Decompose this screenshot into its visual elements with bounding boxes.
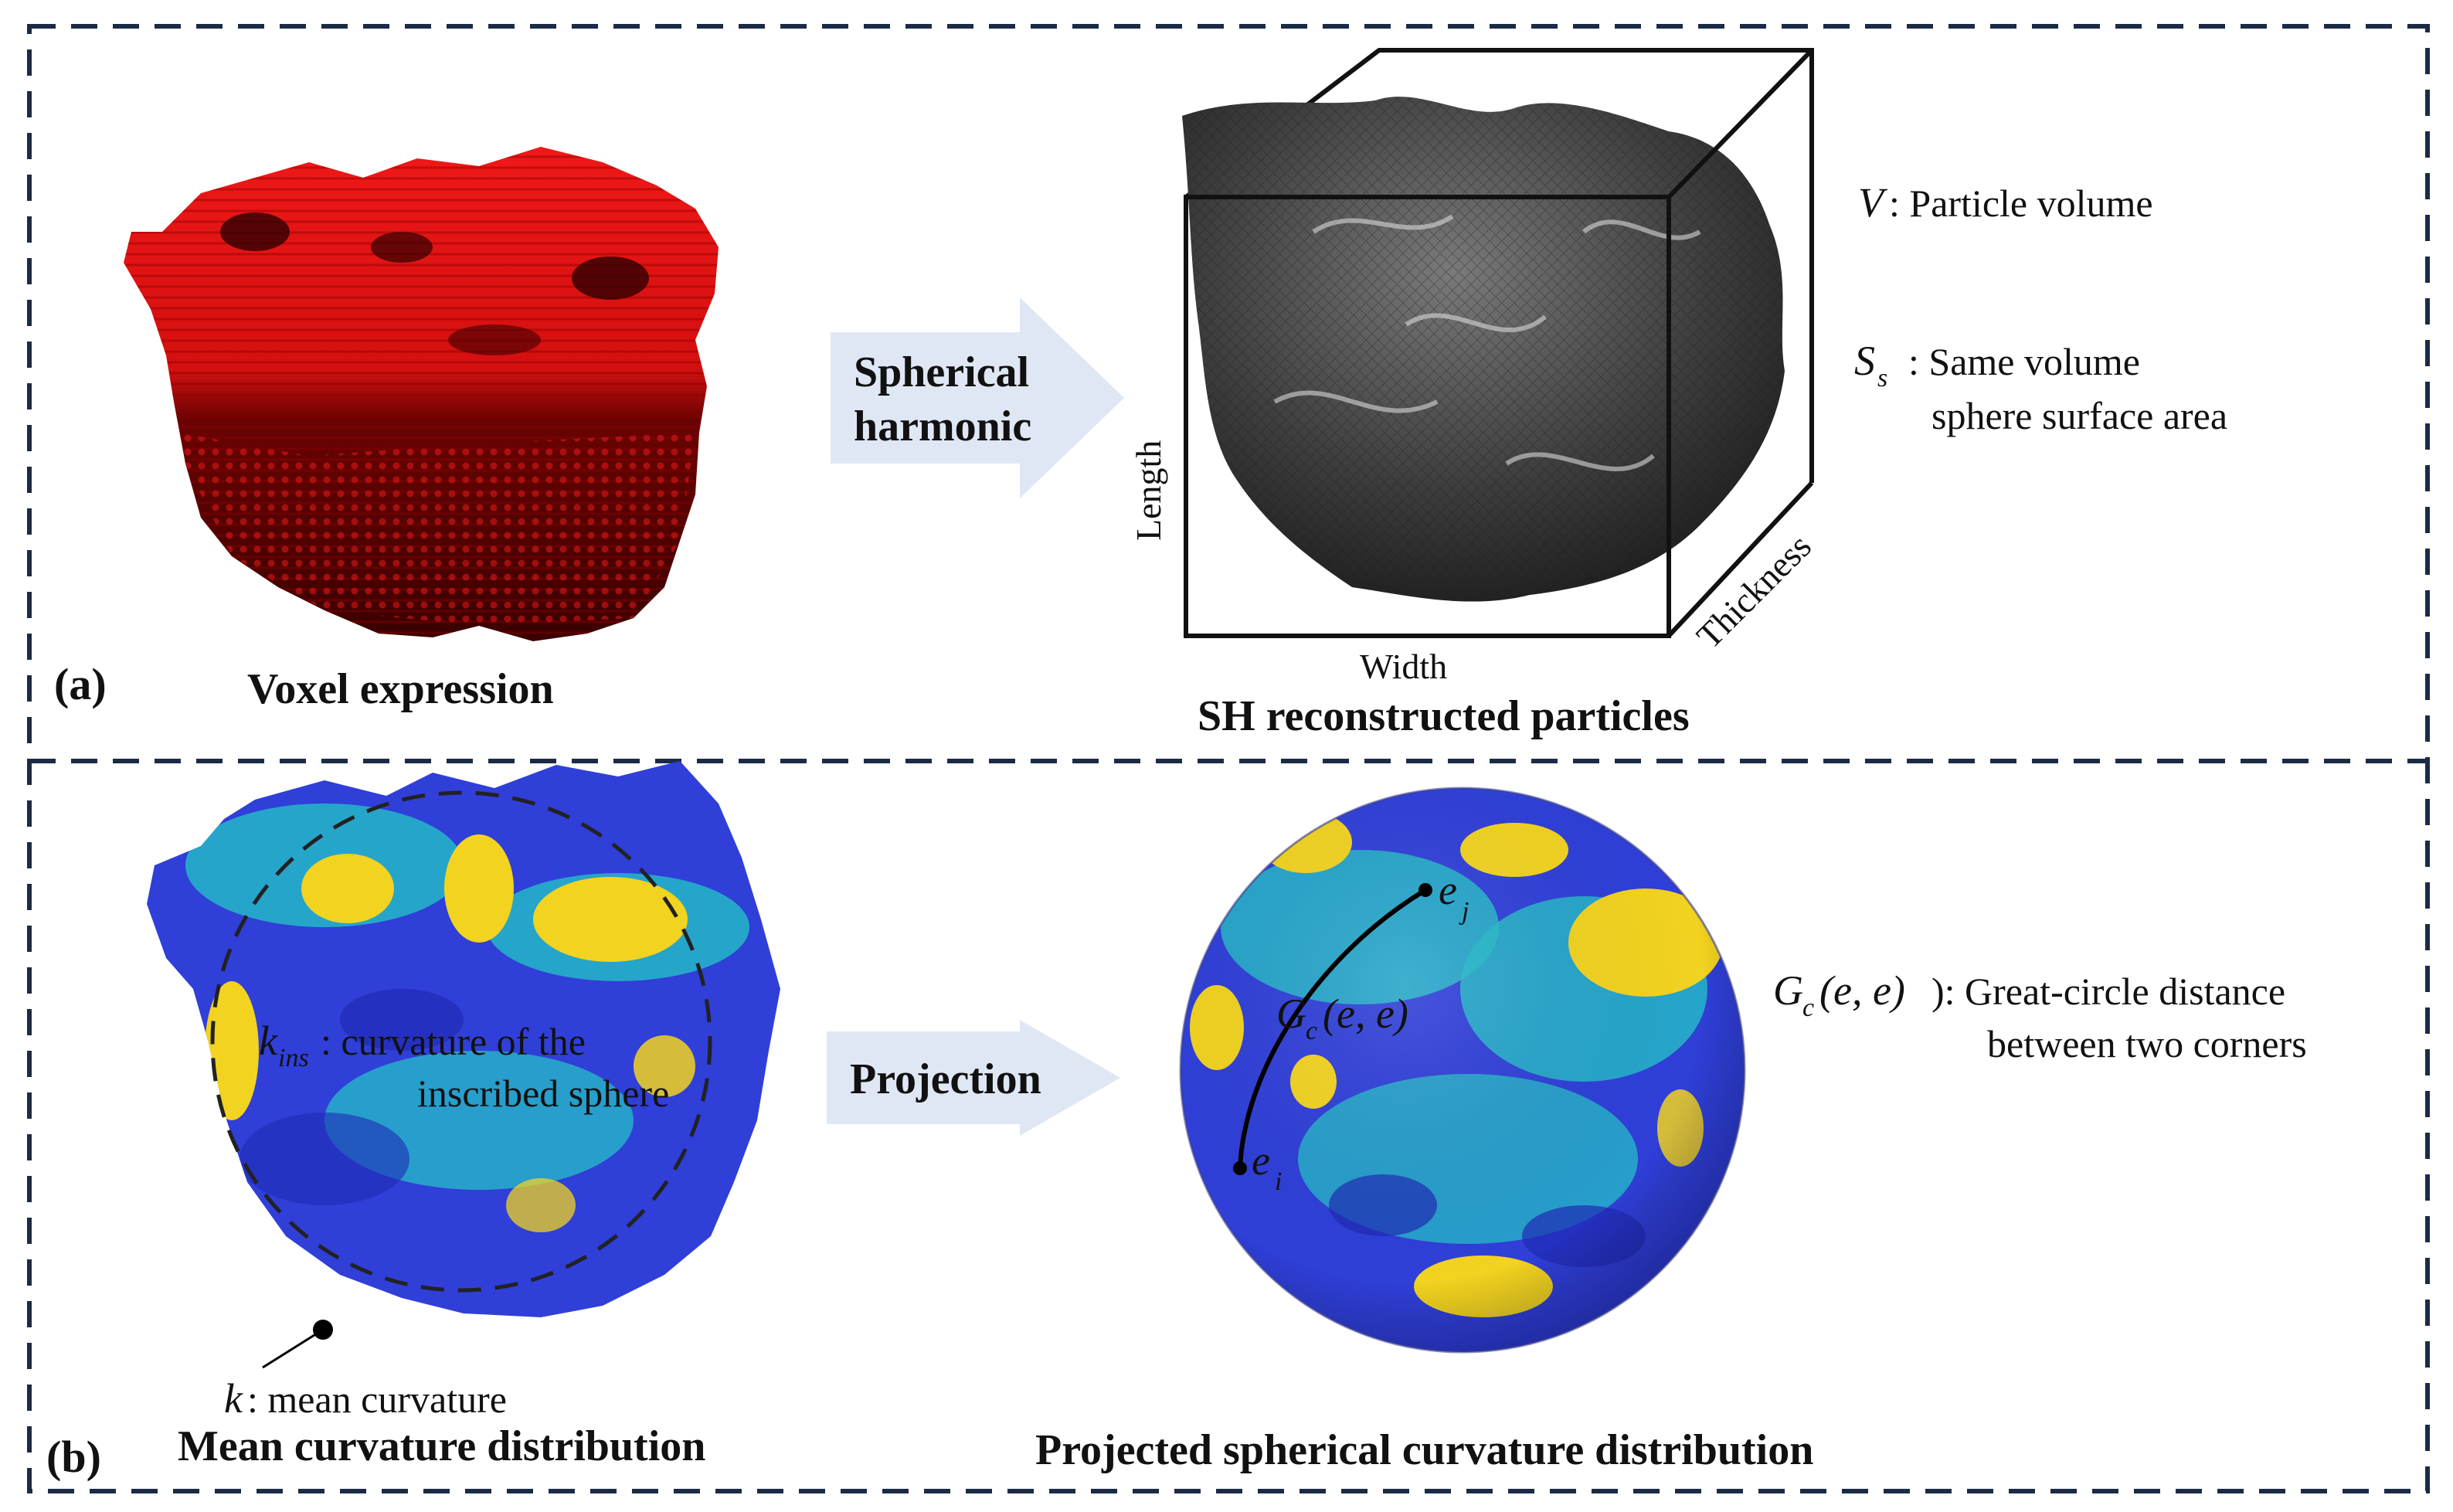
s-description-line2: sphere surface area	[1931, 394, 2227, 437]
k-description: : mean curvature	[247, 1378, 507, 1421]
sh-reconstructed-particle: Length Width Thickness	[1129, 48, 1819, 686]
ej-symbol: e	[1439, 867, 1457, 913]
right-arrow-icon	[831, 297, 1124, 498]
projection-arrow: Projection	[827, 1020, 1120, 1136]
s-description-line1: : Same volume	[1908, 340, 2140, 383]
kins-annotation: k ins : curvature of the inscribed spher…	[259, 1018, 669, 1115]
curvature-sphere: e j e i G c (e, e)	[1179, 787, 1746, 1354]
k-symbol: k	[224, 1375, 243, 1422]
surface-area-definition: S s : Same volume sphere surface area	[1854, 338, 2227, 437]
panel-b-label: (b)	[46, 1432, 101, 1482]
gc-inline-label: G c (e, e)	[1276, 990, 1408, 1045]
volume-definition: V : Particle volume	[1858, 179, 2153, 226]
s-subscript: s	[1877, 364, 1887, 392]
voxel-caption: Voxel expression	[247, 665, 554, 713]
axis-length-label: Length	[1129, 440, 1168, 541]
arrow-label-line2: harmonic	[854, 403, 1031, 450]
gc-inline-args: (e, e)	[1323, 990, 1408, 1037]
gc-inline-subscript: c	[1306, 1017, 1317, 1045]
right-arrow-icon	[827, 1020, 1120, 1136]
sh-caption: SH reconstructed particles	[1198, 692, 1690, 740]
bounding-box-icon	[1184, 195, 1671, 638]
ej-subscript: j	[1459, 897, 1469, 926]
mean-curvature-particle: k ins : curvature of the inscribed spher…	[147, 761, 780, 1422]
ei-symbol: e	[1252, 1137, 1270, 1184]
kins-subscript: ins	[278, 1044, 309, 1072]
kins-description-line2: inscribed sphere	[417, 1072, 669, 1115]
ej-label: e j	[1439, 867, 1469, 926]
gc-symbol: G	[1773, 967, 1803, 1014]
gc-description-line2: between two corners	[1987, 1022, 2307, 1065]
axis-width-label: Width	[1360, 647, 1447, 686]
k-annotation: k : mean curvature	[224, 1375, 507, 1422]
projected-caption: Projected spherical curvature distributi…	[1035, 1426, 1813, 1474]
spherical-harmonic-arrow: Spherical harmonic	[831, 297, 1124, 498]
gc-inline-symbol: G	[1276, 990, 1306, 1037]
v-symbol: V	[1858, 179, 1888, 226]
mean-curvature-caption: Mean curvature distribution	[178, 1422, 705, 1470]
voxel-particle	[124, 147, 719, 641]
great-circle-definition: G c (e, e) ): Great-circle distance betw…	[1773, 967, 2307, 1065]
kins-symbol: k	[259, 1018, 278, 1064]
s-symbol: S	[1854, 338, 1875, 384]
gc-subscript: c	[1802, 994, 1814, 1022]
gc-args: (e, e)	[1819, 967, 1905, 1014]
gc-description-line1: ): Great-circle distance	[1931, 970, 2285, 1013]
kins-description-line1: : curvature of the	[321, 1020, 586, 1063]
ei-subscript: i	[1275, 1167, 1282, 1196]
panel-a-label: (a)	[54, 659, 107, 709]
projection-label: Projection	[850, 1055, 1041, 1103]
ei-label: e i	[1252, 1137, 1282, 1196]
arrow-label-line1: Spherical	[854, 348, 1029, 396]
v-description: : Particle volume	[1889, 182, 2153, 225]
